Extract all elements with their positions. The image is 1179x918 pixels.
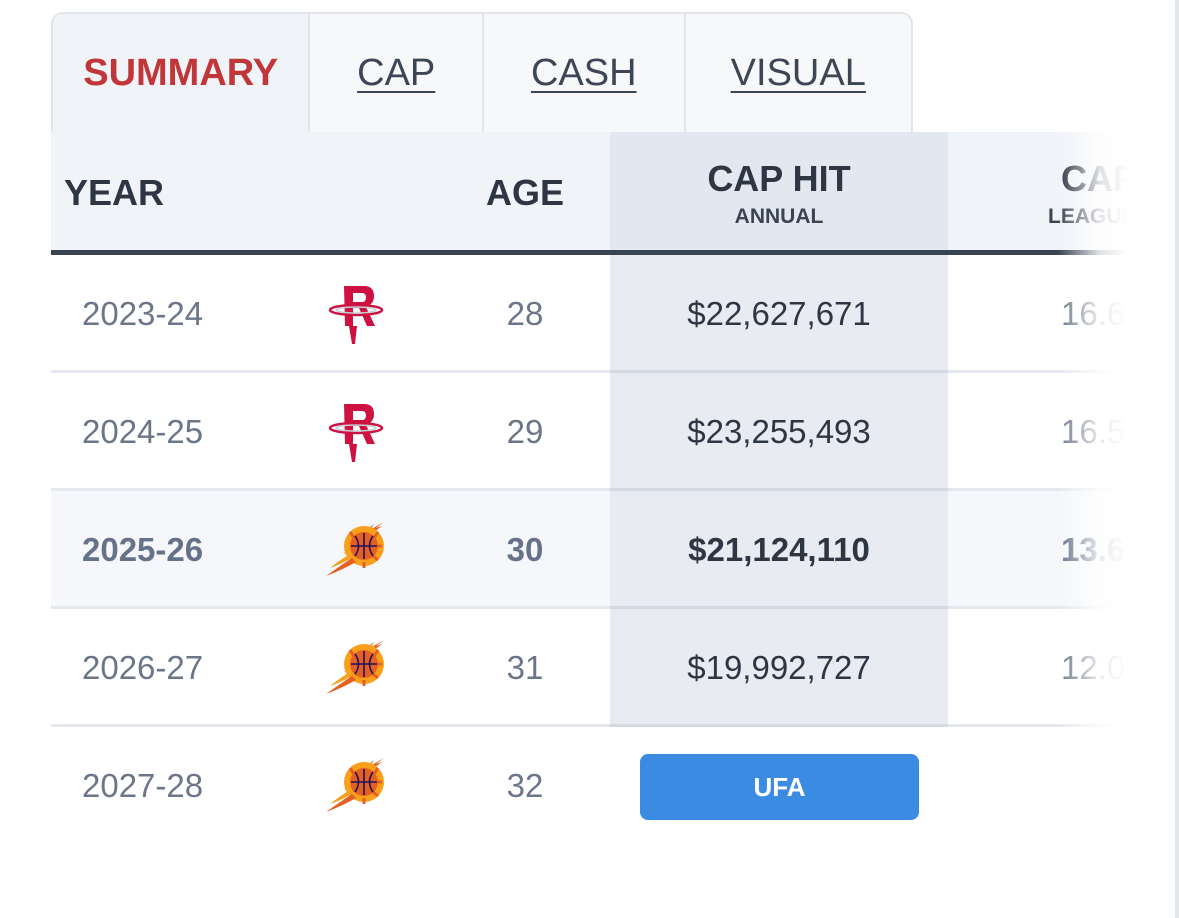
cap-band-divider [610,724,948,727]
cap-hit-band [610,609,948,727]
row-cap-hit: $22,627,671 [687,295,871,332]
table-header: YEAR AGE CAP HIT ANNUAL CAP LEAGUE [51,132,1128,250]
table-row: 2024-25 29 $23,255,493 16.5 [51,373,1128,491]
row-age: 32 [506,767,544,804]
row-year: 2025-26 [82,531,204,568]
row-cap-hit: $19,992,727 [687,649,871,686]
cap-band-divider [610,488,948,491]
row-cap-hit: $23,255,493 [687,413,871,450]
cap-band-divider [610,370,948,373]
row-divider [51,370,1128,373]
tab-cap[interactable]: CAP [308,14,482,132]
row-year: 2023-24 [82,295,204,332]
header-rule [51,250,1128,255]
row-year: 2026-27 [82,649,204,686]
row-age: 30 [506,531,544,568]
cap-band-divider [610,606,948,609]
table-row: 2027-28 32 UFA [51,727,1128,845]
cap-hit-band [610,373,948,491]
header-cap-hit[interactable]: CAP HIT [707,158,851,199]
cap-hit-band [610,491,948,609]
row-cap-pct: 16.5 [1061,413,1126,450]
row-age: 31 [506,649,544,686]
row-divider [51,488,1128,491]
row-divider [51,724,1128,727]
tab-visual[interactable]: VISUAL [683,14,911,132]
row-age: 29 [506,413,544,450]
row-year: 2027-28 [82,767,204,804]
row-age: 28 [506,295,544,332]
suns-logo-icon[interactable] [321,727,391,845]
tab-summary[interactable]: SUMMARY [53,14,309,132]
row-cap-pct: 16.6 [1061,295,1126,332]
table-row: 2026-27 31 $19,992,727 12.0 [51,609,1128,727]
row-year: 2024-25 [82,413,204,450]
row-cap-pct: 13.6 [1061,531,1126,568]
contract-table: YEAR AGE CAP HIT ANNUAL CAP LEAGUE 2023-… [51,132,1128,853]
page-edge [1175,0,1179,918]
row-cap-hit: $21,124,110 [688,531,870,568]
suns-logo-icon[interactable] [321,491,391,609]
rockets-logo-icon[interactable] [321,373,391,491]
ufa-status-badge[interactable]: UFA [640,754,919,820]
header-age[interactable]: AGE [485,172,564,213]
header-cap-pct-subtitle: LEAGUE [1048,205,1128,228]
row-cap-pct: 12.0 [1061,649,1126,686]
header-cap-hit-subtitle: ANNUAL [734,205,824,228]
suns-logo-icon[interactable] [321,609,391,727]
cap-hit-band [610,255,948,373]
cap-hit-header-band [610,132,948,250]
row-divider [51,606,1128,609]
contract-tabs: SUMMARY CAP CASH VISUAL [51,12,913,132]
header-year[interactable]: YEAR [64,172,165,213]
table-row: 2023-24 28 $22,627,671 16.6 [51,255,1128,373]
table-row-current: 2025-26 30 $21,124,110 13.6 [51,491,1128,609]
tab-cash[interactable]: CASH [482,14,684,132]
header-cap-pct[interactable]: CAP [1061,158,1128,199]
rockets-logo-icon[interactable] [321,255,391,373]
